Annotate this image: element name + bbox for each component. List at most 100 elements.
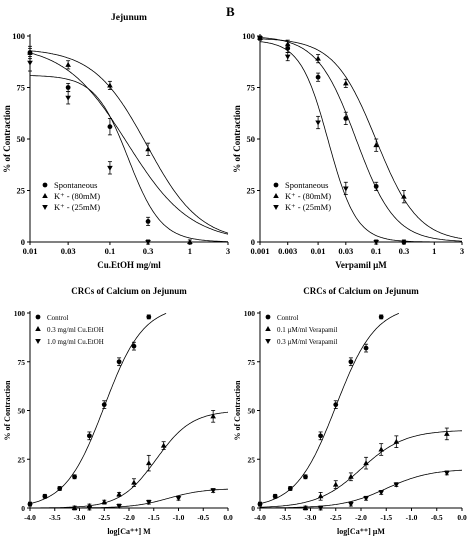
data-point xyxy=(175,496,182,502)
x-axis-label: Verpamil µM xyxy=(335,260,387,270)
data-point xyxy=(27,49,33,55)
legend-marker xyxy=(35,339,41,344)
y-tick-label: 25 xyxy=(18,455,26,464)
legend-label: Control xyxy=(47,314,68,322)
data-point xyxy=(146,460,152,466)
x-tick-label: -1.5 xyxy=(380,513,392,522)
chart-4: CRCs of Calcium on Jejunum 0 25 50 75 100 -4.0… xyxy=(233,286,467,536)
fit-curve xyxy=(29,313,167,504)
data-point xyxy=(363,460,369,466)
data-point xyxy=(373,183,379,189)
legend-marker xyxy=(265,339,271,344)
x-tick-label: -3.5 xyxy=(279,513,291,522)
data-point xyxy=(348,473,354,479)
legend-label: K⁺ - (25mM) xyxy=(54,202,100,212)
x-tick-label: -1.0 xyxy=(406,513,418,522)
x-tick-label: 3 xyxy=(226,246,230,256)
y-tick-label: 0 xyxy=(251,504,255,513)
series-2: 0.1 µM/ml Verapamil xyxy=(260,326,462,511)
y-tick-label: 75 xyxy=(18,358,26,367)
data-point xyxy=(363,345,369,351)
data-point xyxy=(272,493,278,499)
chart-title: CRCs of Calcium on Jejunum xyxy=(71,286,187,296)
data-point xyxy=(343,80,349,86)
series-3: K⁺ - (25mM) xyxy=(257,35,462,245)
data-point xyxy=(107,82,113,88)
data-point xyxy=(107,165,113,171)
series-3: 1.0 mg/ml Cu.EtOH xyxy=(30,338,228,511)
data-point xyxy=(107,124,113,130)
data-point xyxy=(27,60,33,66)
y-axis-label: % of Contraction xyxy=(233,380,242,441)
data-point xyxy=(343,116,349,121)
chart-3: CRCs of Calcium on Jejunum 0 25 50 75 100 -4.0… xyxy=(3,286,233,536)
y-axis-label: % of Contraction xyxy=(232,105,242,173)
legend-marker xyxy=(35,314,41,320)
y-tick-label: 0 xyxy=(251,237,255,247)
x-tick-label: -0.5 xyxy=(431,513,443,522)
x-tick-label: 0.01 xyxy=(23,246,38,256)
legend-label: K⁺ - (80mM) xyxy=(285,191,331,201)
data-point xyxy=(42,493,48,499)
y-tick-label: 0 xyxy=(21,504,25,513)
data-point xyxy=(284,54,291,60)
data-point xyxy=(363,496,369,502)
x-tick-label: 0.03 xyxy=(61,246,76,256)
data-point xyxy=(210,488,216,494)
x-tick-label: 0.003 xyxy=(278,246,297,256)
data-point xyxy=(332,481,339,487)
data-point xyxy=(257,36,263,42)
data-point xyxy=(401,239,407,245)
legend-label: 0.1 µM/ml Verapamil xyxy=(277,326,338,334)
y-tick-label: 25 xyxy=(248,455,256,464)
y-tick-label: 25 xyxy=(247,186,256,196)
fit-curve xyxy=(260,37,462,242)
data-point xyxy=(65,85,71,90)
data-point xyxy=(373,240,379,245)
data-point xyxy=(343,186,349,192)
x-tick-label: 0.01 xyxy=(311,246,326,256)
y-tick-label: 100 xyxy=(12,31,25,41)
data-point xyxy=(145,240,151,245)
y-tick-label: 50 xyxy=(247,134,256,144)
data-point xyxy=(373,142,379,148)
x-tick-label: 0.1 xyxy=(371,246,382,256)
data-point xyxy=(87,433,92,439)
data-point xyxy=(131,479,137,485)
legend-marker xyxy=(42,182,48,188)
x-tick-label: 3 xyxy=(460,246,464,256)
data-point xyxy=(393,482,400,488)
legend-marker xyxy=(42,205,48,210)
fit-curve xyxy=(260,38,463,239)
x-axis-label: log[Ca⁺⁺] µM xyxy=(337,527,385,536)
fit-curve xyxy=(29,52,229,235)
data-point xyxy=(378,314,384,320)
data-point xyxy=(57,486,63,491)
y-tick-label: 100 xyxy=(244,309,256,318)
y-tick-label: 50 xyxy=(248,407,256,416)
data-point xyxy=(116,504,122,510)
fit-curve xyxy=(29,50,229,234)
panel-letter: B xyxy=(226,4,235,19)
x-tick-label: 0.03 xyxy=(338,246,353,256)
legend-marker xyxy=(273,193,279,198)
x-tick-label: 0.3 xyxy=(143,246,154,256)
data-point xyxy=(333,402,339,408)
legend-marker xyxy=(273,205,279,210)
series-1: Spontaneous xyxy=(257,35,462,245)
fit-curve xyxy=(30,411,229,509)
legend-label: Spontaneous xyxy=(54,180,97,190)
chart-title: CRCs of Calcium on Jejunum xyxy=(303,286,419,296)
legend-label: K⁺ - (80mM) xyxy=(54,191,100,201)
data-point xyxy=(86,506,93,511)
x-tick-label: -4.0 xyxy=(24,513,36,522)
fit-curve xyxy=(260,430,462,508)
x-tick-label: -3.5 xyxy=(49,513,61,522)
data-point xyxy=(444,430,450,436)
x-tick-label: 1 xyxy=(188,246,192,256)
legend-label: Control xyxy=(277,314,298,322)
x-tick-label: 0.0 xyxy=(223,513,233,522)
y-tick-label: 100 xyxy=(242,31,255,41)
chart-2: 0 25 50 75 100 0.001 0.003 0.01 0.03 0.1 0.3 1 3 Verp… xyxy=(232,31,464,270)
data-point xyxy=(378,446,384,452)
